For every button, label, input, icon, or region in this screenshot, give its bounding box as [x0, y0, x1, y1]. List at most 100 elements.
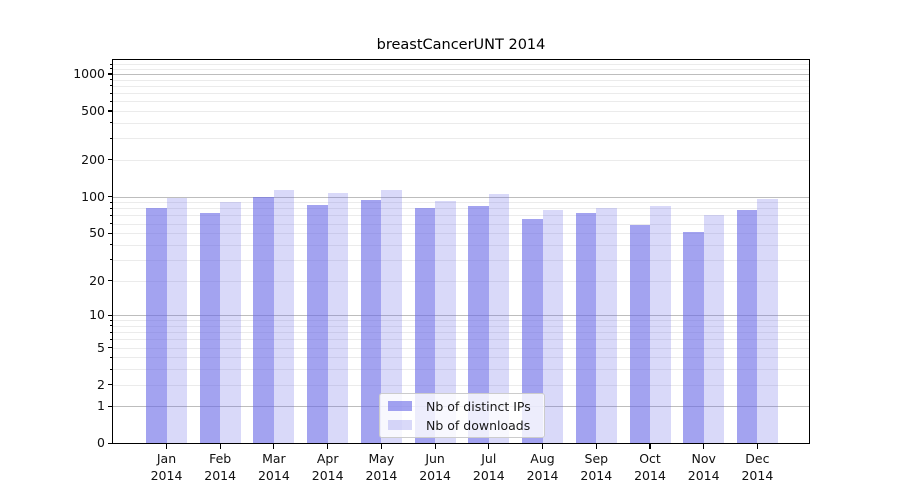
bar-downloads — [650, 205, 671, 443]
minor-gridline — [113, 280, 809, 282]
y-minor-tick-mark — [110, 159, 113, 161]
minor-gridline — [113, 384, 809, 386]
x-tick-mark — [434, 443, 436, 449]
bar-downloads — [273, 189, 295, 443]
bar-distinct-ips — [575, 212, 597, 443]
y-minor-tick-mark — [110, 384, 113, 386]
y-minor-tick-mark — [110, 92, 113, 94]
y-tick-label: 50 — [89, 225, 105, 241]
y-minor-tick-mark — [110, 63, 113, 65]
y-tick-mark — [108, 442, 113, 444]
x-tick-mark — [380, 443, 382, 449]
minor-gridline — [113, 138, 809, 140]
y-tick-mark — [108, 196, 113, 198]
y-tick-mark — [108, 405, 113, 407]
y-minor-tick-mark — [110, 201, 113, 203]
x-tick-label: Apr 2014 — [311, 451, 344, 483]
x-tick-mark — [595, 443, 597, 449]
legend-item-distinct-ips: Nb of distinct IPs — [380, 398, 544, 414]
x-tick-label: Sep 2014 — [580, 451, 613, 483]
y-minor-tick-mark — [110, 319, 113, 321]
minor-gridline — [113, 79, 809, 81]
minor-gridline — [113, 369, 809, 371]
minor-gridline — [113, 202, 809, 204]
bar-downloads — [166, 198, 187, 443]
bar-distinct-ips — [146, 208, 167, 443]
y-minor-tick-mark — [110, 232, 113, 234]
bar-downloads — [488, 193, 510, 443]
major-gridline — [113, 73, 809, 75]
x-tick-label: Feb 2014 — [204, 451, 237, 483]
minor-gridline — [113, 159, 809, 161]
y-minor-tick-mark — [110, 137, 113, 139]
y-minor-tick-mark — [110, 100, 113, 102]
minor-gridline — [113, 110, 809, 112]
minor-gridline — [113, 93, 809, 94]
y-tick-label: 1 — [97, 398, 105, 414]
x-tick-label: Mar 2014 — [257, 451, 290, 483]
legend-item-downloads: Nb of downloads — [380, 417, 544, 433]
legend-label-distinct-ips: Nb of distinct IPs — [426, 398, 531, 414]
y-minor-tick-mark — [110, 259, 113, 261]
plot-area — [113, 60, 809, 443]
x-tick-label: Jan 2014 — [150, 451, 183, 483]
y-minor-tick-mark — [110, 244, 113, 246]
bar-distinct-ips — [522, 218, 543, 443]
x-tick-label: Oct 2014 — [634, 451, 666, 483]
y-tick-label: 200 — [81, 151, 105, 167]
y-minor-tick-mark — [110, 214, 113, 216]
x-tick-label: Dec 2014 — [741, 451, 774, 483]
bar-downloads — [435, 201, 456, 443]
minor-gridline — [113, 223, 809, 225]
bar-distinct-ips — [199, 213, 221, 443]
x-tick-label: Jul 2014 — [472, 451, 505, 483]
minor-gridline — [113, 208, 809, 210]
y-minor-tick-mark — [110, 280, 113, 281]
y-minor-tick-mark — [110, 79, 113, 81]
bar-distinct-ips — [414, 208, 436, 443]
y-minor-tick-mark — [110, 347, 113, 348]
bar-distinct-ips — [683, 232, 704, 443]
bar-downloads — [703, 215, 725, 443]
y-minor-tick-mark — [110, 68, 113, 70]
minor-gridline — [113, 339, 809, 341]
y-tick-label: 2 — [97, 376, 105, 392]
x-tick-mark — [649, 443, 651, 449]
minor-gridline — [113, 101, 809, 103]
y-minor-tick-mark — [110, 356, 113, 358]
y-minor-tick-mark — [110, 331, 113, 333]
y-tick-label: 5 — [97, 339, 105, 355]
x-tick-mark — [756, 443, 758, 449]
minor-gridline — [113, 122, 809, 124]
x-tick-mark — [219, 443, 221, 449]
minor-gridline — [113, 244, 809, 246]
bar-distinct-ips — [360, 200, 382, 443]
legend-swatch-distinct-ips — [388, 401, 412, 411]
y-minor-tick-mark — [110, 110, 113, 112]
x-tick-mark — [488, 443, 490, 449]
y-minor-tick-mark — [110, 368, 113, 370]
legend: Nb of distinct IPs Nb of downloads — [379, 393, 545, 438]
y-minor-tick-mark — [110, 223, 113, 224]
x-tick-label: Aug 2014 — [526, 451, 559, 483]
x-tick-mark — [327, 443, 329, 449]
y-tick-mark — [108, 314, 113, 316]
legend-swatch-downloads — [388, 420, 412, 430]
y-tick-label: 10 — [89, 307, 105, 323]
y-tick-label: 1000 — [73, 65, 105, 81]
y-minor-tick-mark — [110, 85, 113, 87]
y-tick-mark — [108, 73, 113, 75]
x-tick-label: Nov 2014 — [687, 451, 720, 483]
minor-gridline — [113, 357, 809, 359]
minor-gridline — [113, 347, 809, 349]
major-gridline — [113, 315, 809, 317]
minor-gridline — [113, 332, 809, 334]
y-tick-label: 100 — [81, 188, 105, 204]
bar-downloads — [327, 193, 349, 443]
major-gridline — [113, 196, 809, 198]
bar-distinct-ips — [307, 205, 328, 443]
x-tick-mark — [165, 443, 168, 449]
x-tick-mark — [541, 443, 544, 449]
bar-downloads — [542, 209, 563, 443]
x-tick-mark — [273, 443, 275, 449]
